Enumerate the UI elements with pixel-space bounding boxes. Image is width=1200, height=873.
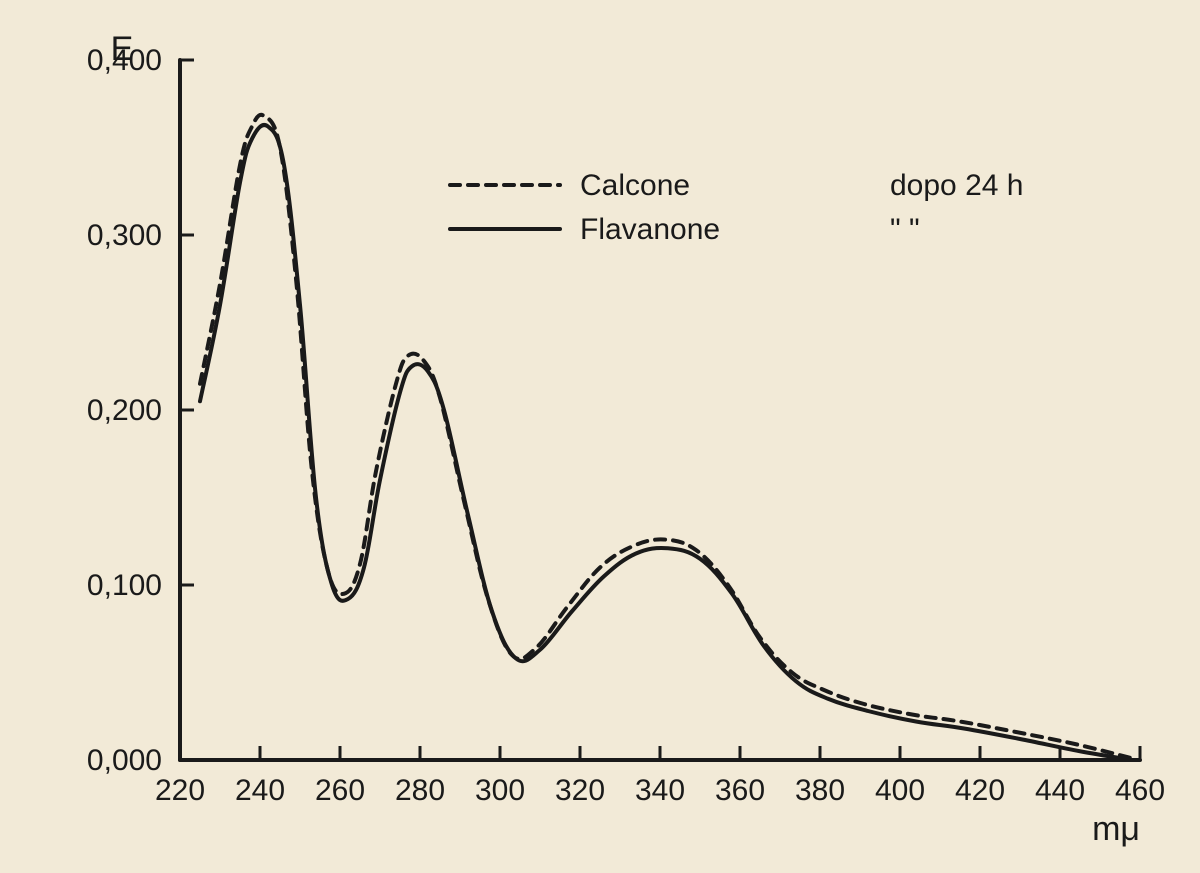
x-tick-label: 340: [635, 774, 685, 807]
y-axis-label: E: [111, 30, 134, 68]
x-tick-label: 220: [155, 774, 205, 807]
legend-label-1: Flavanone: [580, 213, 720, 246]
y-tick-label: 0,000: [87, 744, 162, 777]
chart-svg: 220 240 260 280 300 320 340 360 380 400 420 440 460 0…: [0, 0, 1200, 873]
x-tick-label: 240: [235, 774, 285, 807]
legend-label-0: Calcone: [580, 169, 690, 202]
spectrum-chart: 220 240 260 280 300 320 340 360 380 400 420 440 460 0…: [0, 0, 1200, 873]
x-axis-label: mμ: [1092, 810, 1140, 848]
legend-label2-0: dopo 24 h: [890, 169, 1023, 202]
y-tick-label: 0,300: [87, 219, 162, 252]
x-tick-label: 420: [955, 774, 1005, 807]
x-tick-label: 260: [315, 774, 365, 807]
x-tick-label: 440: [1035, 774, 1085, 807]
x-tick-label: 280: [395, 774, 445, 807]
x-tick-label: 380: [795, 774, 845, 807]
x-tick-label: 400: [875, 774, 925, 807]
legend-label2-1: " ": [890, 213, 920, 246]
y-tick-label: 0,100: [87, 569, 162, 602]
x-tick-label: 460: [1115, 774, 1165, 807]
x-tick-label: 320: [555, 774, 605, 807]
x-tick-label: 360: [715, 774, 765, 807]
x-tick-label: 300: [475, 774, 525, 807]
y-tick-label: 0,200: [87, 394, 162, 427]
